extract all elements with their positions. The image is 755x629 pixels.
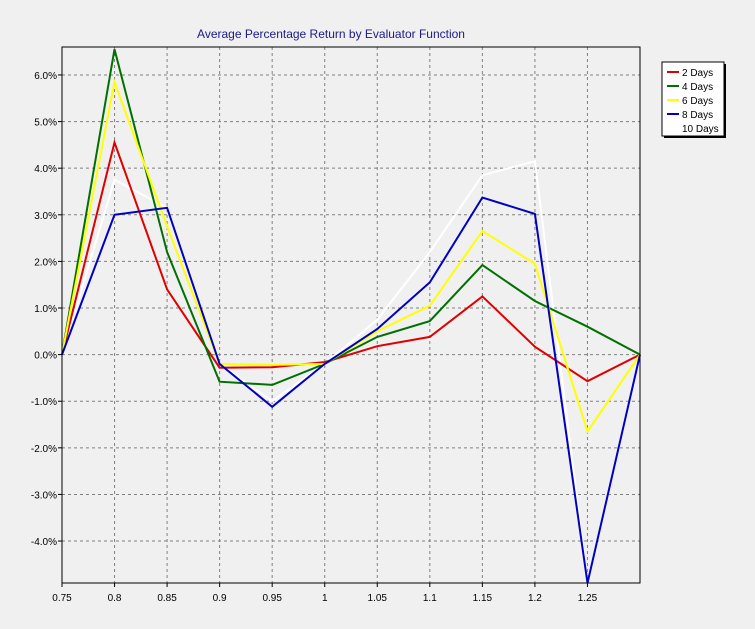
y-tick-label: -1.0% xyxy=(31,397,57,408)
y-tick-label: 4.0% xyxy=(34,164,57,175)
x-tick-label: 1.25 xyxy=(578,593,598,604)
x-tick-label: 1.15 xyxy=(473,593,493,604)
y-tick-label: -2.0% xyxy=(31,444,57,455)
y-tick-label: -4.0% xyxy=(31,537,57,548)
series-line-2-days xyxy=(61,139,641,383)
x-tick-label: 1.05 xyxy=(368,593,388,604)
x-tick-label: 0.85 xyxy=(157,593,177,604)
chart-title: Average Percentage Return by Evaluator F… xyxy=(197,27,465,41)
y-tick-label: -3.0% xyxy=(31,490,57,501)
y-tick-label: 0.0% xyxy=(34,351,57,362)
series-line-6-days xyxy=(61,78,641,434)
x-tick-label: 1.2 xyxy=(528,593,542,604)
plot-area xyxy=(61,46,641,584)
legend-box xyxy=(661,61,725,137)
y-tick-label: 6.0% xyxy=(34,71,57,82)
legend: 2 Days 4 Days 6 Days 8 Days 10 Days xyxy=(661,61,726,138)
series-line-8-days xyxy=(61,196,641,584)
x-tick-label: 1 xyxy=(322,593,328,604)
x-tick-label: 0.95 xyxy=(262,593,282,604)
legend-label: 4 Days xyxy=(682,82,713,93)
y-tick-label: 1.0% xyxy=(34,304,57,315)
y-tick-label: 3.0% xyxy=(34,211,57,222)
ticks: 6.0% 5.0% 4.0% 3.0% 2.0% 1.0% 0.0% -1.0% -2.0% -3… xyxy=(31,71,598,604)
y-tick-label: 2.0% xyxy=(34,257,57,268)
series-line-4-days xyxy=(61,49,641,386)
legend-label: 6 Days xyxy=(682,96,713,107)
x-tick-label: 0.8 xyxy=(108,593,122,604)
y-tick-label: 5.0% xyxy=(34,118,57,129)
x-tick-label: 0.9 xyxy=(213,593,227,604)
legend-label: 8 Days xyxy=(682,110,713,121)
series-line-10-days xyxy=(61,159,641,584)
series-lines xyxy=(61,49,641,584)
legend-label: 2 Days xyxy=(682,68,713,79)
x-tick-label: 1.1 xyxy=(423,593,437,604)
x-tick-label: 0.75 xyxy=(52,593,72,604)
legend-label: 10 Days xyxy=(682,124,719,135)
